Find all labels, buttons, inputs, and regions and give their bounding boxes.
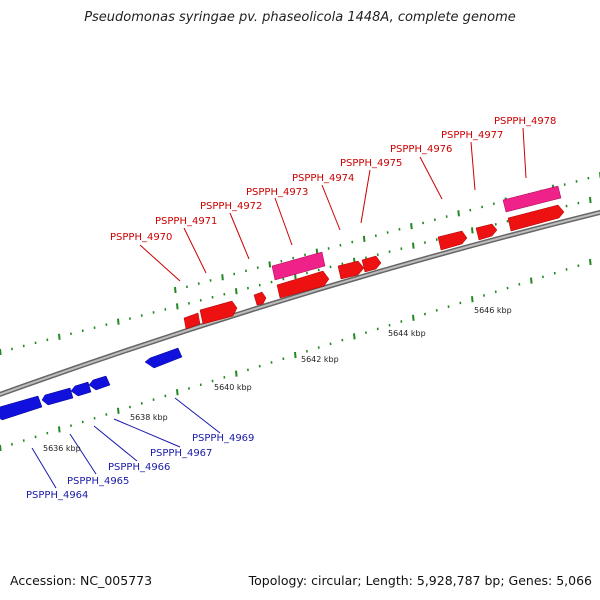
- tick-mark: [235, 288, 238, 295]
- genome-backbone: [0, 209, 600, 398]
- gene-4975[interactable]: [361, 255, 382, 273]
- gene-label-4969[interactable]: PSPPH_4969: [192, 433, 254, 444]
- scale-label-5636: 5636 kbp: [43, 444, 81, 453]
- gene-4964[interactable]: [0, 395, 43, 421]
- tick-row-lower: [0, 258, 592, 452]
- tick-mark: [530, 277, 533, 284]
- map-title: Pseudomonas syringae pv. phaseolicola 14…: [84, 10, 516, 25]
- gene-label-4971[interactable]: PSPPH_4971: [155, 216, 217, 227]
- tick-mark: [268, 261, 272, 268]
- tick-mark: [457, 210, 460, 217]
- scale-label-5640: 5640 kbp: [214, 383, 252, 392]
- scale-label-5646: 5646 kbp: [474, 306, 512, 315]
- gene-4974[interactable]: [337, 260, 365, 280]
- gene-4976[interactable]: [437, 230, 468, 251]
- gene-label-4965[interactable]: PSPPH_4965: [67, 476, 129, 487]
- tick-mark: [589, 258, 592, 266]
- tick-mark: [117, 407, 120, 414]
- scale-label-5642: 5642 kbp: [301, 355, 339, 364]
- tick-mark: [176, 389, 179, 396]
- tick-mark: [410, 223, 413, 230]
- tick-mark: [235, 370, 238, 377]
- tick-mark: [117, 318, 120, 325]
- accession-label: Accession: NC_005773: [10, 573, 153, 588]
- tick-mark: [174, 286, 177, 294]
- scale-label-5638: 5638 kbp: [130, 413, 168, 422]
- forward-genes: [183, 185, 565, 330]
- tick-mark: [294, 351, 297, 359]
- forward-connectors: [139, 127, 527, 282]
- gene-4978[interactable]: [502, 185, 562, 213]
- gene-label-4973[interactable]: PSPPH_4973: [246, 187, 308, 198]
- gene-4971[interactable]: [199, 300, 238, 325]
- gene-label-4977[interactable]: PSPPH_4977: [441, 130, 503, 141]
- tick-mark: [471, 296, 474, 303]
- tick-mark: [412, 314, 415, 321]
- tick-mark: [589, 196, 592, 204]
- gene-label-4975[interactable]: PSPPH_4975: [340, 158, 402, 169]
- tick-mark: [412, 242, 415, 249]
- tick-mark: [176, 303, 179, 310]
- tick-mark: [58, 426, 61, 433]
- gene-label-4970[interactable]: PSPPH_4970: [110, 232, 172, 243]
- gene-label-4967[interactable]: PSPPH_4967: [150, 448, 212, 459]
- tick-mark: [221, 274, 224, 281]
- gene-4973b[interactable]: [276, 270, 330, 299]
- gene-label-4964[interactable]: PSPPH_4964: [26, 490, 88, 501]
- gene-4972[interactable]: [253, 291, 267, 306]
- tick-row-upper: [174, 172, 600, 294]
- scale-label-5644: 5644 kbp: [388, 329, 426, 338]
- gene-4967[interactable]: [88, 375, 111, 391]
- gene-4970[interactable]: [183, 312, 201, 330]
- tick-mark: [353, 333, 356, 340]
- gene-4966[interactable]: [70, 381, 92, 397]
- tick-mark: [0, 444, 2, 452]
- gene-4965[interactable]: [41, 387, 74, 406]
- gene-4973[interactable]: [271, 251, 326, 281]
- tick-mark: [362, 235, 366, 242]
- tick-mark: [0, 348, 2, 356]
- reverse-genes: [0, 347, 183, 421]
- gene-4969[interactable]: [144, 347, 183, 369]
- gene-label-4966[interactable]: PSPPH_4966: [108, 462, 170, 473]
- tick-mark: [58, 333, 61, 340]
- reverse-connectors: [31, 397, 221, 489]
- gene-label-4972[interactable]: PSPPH_4972: [200, 201, 262, 212]
- gene-4978b[interactable]: [507, 204, 565, 232]
- genome-summary: Topology: circular; Length: 5,928,787 bp…: [248, 573, 592, 588]
- tick-mark: [471, 227, 474, 234]
- gene-label-4974[interactable]: PSPPH_4974: [292, 173, 354, 184]
- gene-label-4976[interactable]: PSPPH_4976: [390, 144, 452, 155]
- gene-4977[interactable]: [475, 223, 498, 241]
- genome-backbone-highlight: [0, 211, 600, 396]
- tick-row-middle: [0, 196, 592, 356]
- gene-label-4978[interactable]: PSPPH_4978: [494, 116, 556, 127]
